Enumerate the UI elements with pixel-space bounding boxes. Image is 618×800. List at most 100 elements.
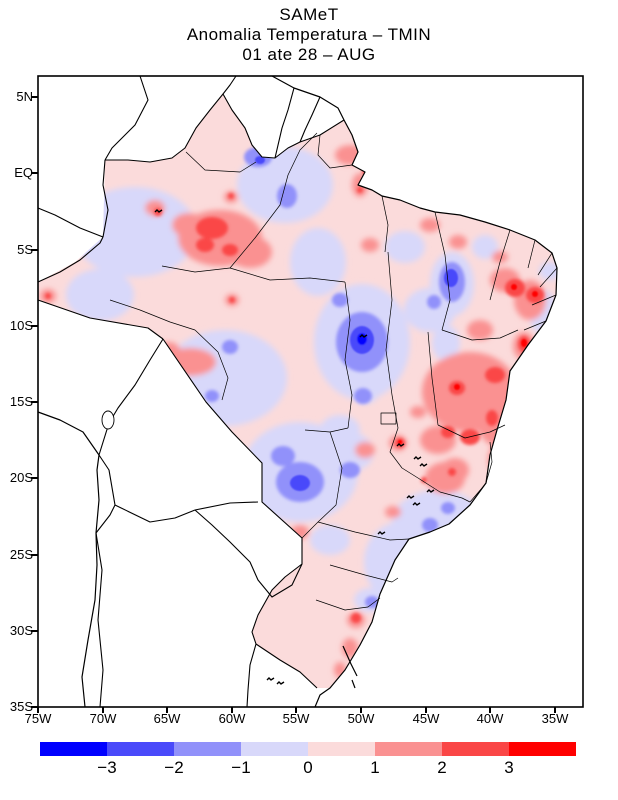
state-border-santacatarina-riograndedosul bbox=[315, 597, 381, 611]
state-border-acre bbox=[109, 299, 196, 331]
lon-tick-mark bbox=[102, 707, 104, 713]
lat-tick-mark bbox=[31, 172, 38, 174]
lon-tick-mark bbox=[231, 707, 233, 713]
colorbar bbox=[40, 742, 576, 756]
lon-tick-label-60W: 60W bbox=[218, 711, 246, 726]
anomaly-blob-level-3 bbox=[73, 187, 197, 277]
lat-tick-mark bbox=[31, 96, 38, 98]
anomaly-blob-level-7 bbox=[521, 339, 527, 347]
anomaly-blob-level-5 bbox=[520, 376, 540, 394]
anomaly-blob-level-5 bbox=[449, 235, 467, 249]
lat-tick-label-30S: 30S bbox=[9, 623, 33, 638]
anomaly-blob-level-5 bbox=[228, 236, 272, 268]
colorbar-segment-4 bbox=[308, 742, 375, 756]
station-mark bbox=[396, 443, 405, 447]
state-border-amazonas-south bbox=[161, 265, 231, 273]
lat-tick-mark bbox=[31, 477, 38, 479]
title-block: SAMeT Anomalia Temperatura – TMIN 01 ate… bbox=[0, 5, 618, 65]
anomaly-blob-level-5 bbox=[467, 320, 493, 340]
state-borders-layer bbox=[109, 132, 558, 611]
colorbar-tick-label-7: 3 bbox=[504, 758, 514, 777]
lon-tick-mark bbox=[360, 707, 362, 713]
lon-tick-mark bbox=[489, 707, 491, 713]
anomaly-blob-level-6 bbox=[351, 613, 361, 623]
lon-tick-label-50W: 50W bbox=[347, 711, 375, 726]
lon-tick-label-75W: 75W bbox=[24, 711, 52, 726]
anomaly-blob-level-2 bbox=[354, 388, 372, 404]
anomaly-blob-level-2 bbox=[271, 446, 295, 466]
bolivia-chile-argentina-borders bbox=[95, 454, 259, 534]
lon-tick-label-40W: 40W bbox=[476, 711, 504, 726]
station-mark bbox=[426, 489, 435, 493]
lon-tick-label-35W: 35W bbox=[541, 711, 569, 726]
station-mark bbox=[154, 209, 163, 213]
state-border-saopaulo-parana bbox=[317, 521, 410, 541]
anomaly-blob-level-1 bbox=[444, 269, 458, 287]
station-mark bbox=[419, 463, 428, 467]
lat-tick-label-5N: 5N bbox=[16, 89, 33, 104]
lat-tick-label-5S: 5S bbox=[17, 242, 33, 257]
state-border-minas-saopaulo bbox=[417, 441, 493, 503]
lon-tick-label-45W: 45W bbox=[412, 711, 440, 726]
anomaly-blobs-medium bbox=[45, 147, 553, 623]
anomaly-blob-level-6 bbox=[421, 477, 427, 483]
lon-tick-mark bbox=[425, 707, 427, 713]
anomaly-blob-level-3 bbox=[310, 525, 350, 555]
lat-tick-mark bbox=[31, 401, 38, 403]
lat-tick-mark bbox=[31, 706, 38, 708]
anomaly-blob-level-2 bbox=[495, 517, 505, 527]
anomaly-blob-level-2 bbox=[427, 295, 441, 309]
lat-tick-label-35S: 35S bbox=[9, 699, 33, 714]
anomaly-blob-level-3 bbox=[290, 228, 346, 296]
station-mark bbox=[377, 531, 386, 535]
colorbar-tick-label-4: 0 bbox=[303, 758, 313, 777]
lon-tick-mark bbox=[554, 707, 556, 713]
lon-tick-mark bbox=[37, 707, 39, 713]
guyana-suriname-border bbox=[274, 87, 295, 159]
colorbar-tick-label-5: 1 bbox=[370, 758, 380, 777]
peru-bolivia-border bbox=[98, 338, 164, 456]
station-mark bbox=[359, 334, 368, 338]
anomaly-blob-level-6 bbox=[448, 468, 456, 476]
colorbar-segment-6 bbox=[442, 742, 509, 756]
anomaly-blob-level-2 bbox=[422, 518, 438, 532]
state-border-amazonas-para bbox=[229, 132, 318, 269]
anomaly-blob-level-3 bbox=[385, 231, 425, 263]
anomaly-blob-level-6 bbox=[228, 193, 234, 199]
anomaly-blob-level-5 bbox=[544, 322, 557, 338]
state-borders-northeast bbox=[489, 229, 558, 331]
brazil-inland-border bbox=[162, 338, 318, 689]
anomaly-blob-level-6 bbox=[543, 327, 553, 337]
state-border-roraima bbox=[185, 151, 257, 173]
station-mark bbox=[266, 677, 275, 681]
anomaly-blob-level-2 bbox=[340, 462, 360, 478]
anomaly-blob-level-2 bbox=[410, 579, 426, 593]
anomaly-blobs-cores bbox=[255, 156, 538, 491]
anomaly-blob-level-5 bbox=[385, 506, 401, 518]
state-border-amapa-para bbox=[317, 134, 353, 169]
state-border-maranhao-piaui bbox=[434, 211, 451, 331]
anomaly-blob-level-3 bbox=[472, 235, 498, 259]
anomaly-blob-level-5 bbox=[172, 213, 204, 237]
chile-argentina-border bbox=[95, 532, 104, 708]
colorbar-tick-label-3: −1 bbox=[231, 758, 251, 777]
anomaly-blob-level-1 bbox=[290, 475, 310, 491]
state-border-bahia-minas bbox=[427, 331, 506, 439]
paraguay-argentina-border bbox=[194, 509, 303, 598]
anomaly-blob-level-6 bbox=[196, 217, 228, 239]
colombia-brazil-border bbox=[102, 159, 109, 238]
pacific-coastline bbox=[37, 411, 100, 708]
lat-tick-mark bbox=[31, 630, 38, 632]
title-source: SAMeT bbox=[279, 5, 339, 24]
anomaly-blob-level-7 bbox=[454, 384, 460, 390]
state-border-matogrosso-north bbox=[229, 267, 346, 283]
lon-tick-mark bbox=[295, 707, 297, 713]
anomaly-blob-level-6 bbox=[196, 238, 214, 252]
lat-tick-label-25S: 25S bbox=[9, 547, 33, 562]
distrito-federal-outline bbox=[380, 412, 397, 425]
map-frame bbox=[37, 75, 584, 708]
country-borders-layer bbox=[37, 75, 345, 708]
anomaly-blob-level-2 bbox=[441, 502, 455, 514]
